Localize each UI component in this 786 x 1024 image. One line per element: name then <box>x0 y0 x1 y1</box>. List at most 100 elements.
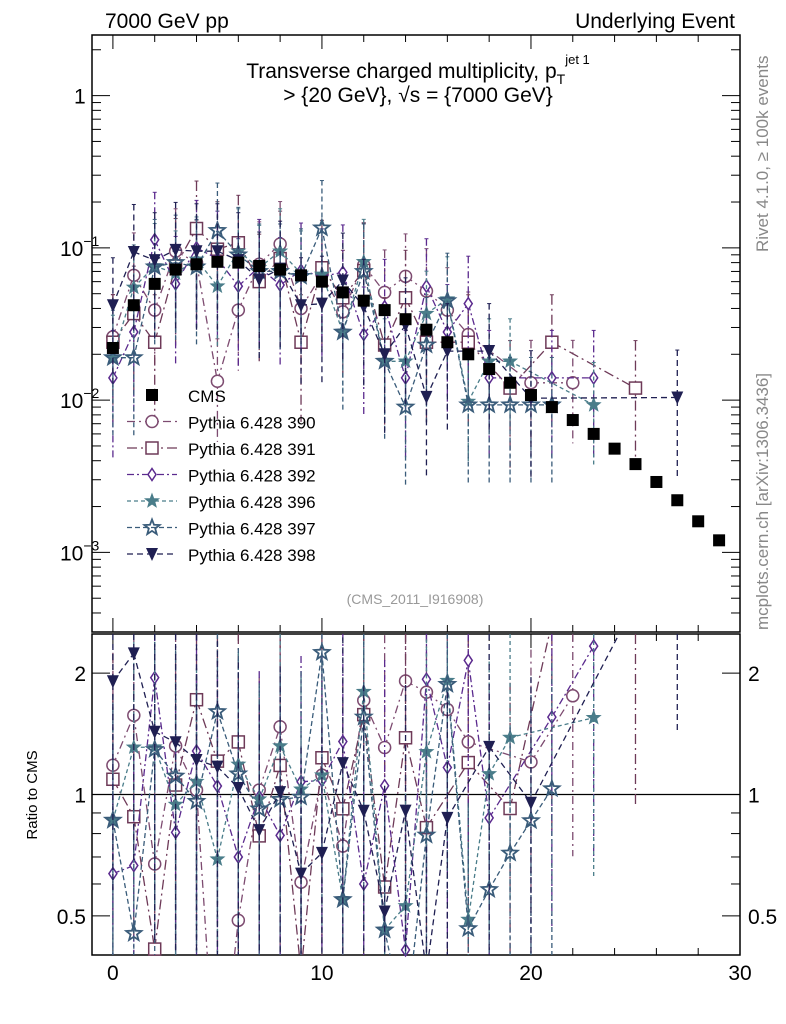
data-point <box>123 347 144 367</box>
data-point <box>311 217 332 237</box>
ratio-data-point <box>311 641 332 661</box>
ratio-series-line <box>551 645 595 718</box>
data-point <box>587 427 600 440</box>
ratio-series-line <box>383 680 407 748</box>
series-line <box>175 249 197 252</box>
rivet-label: Rivet 4.1.0, ≥ 100k events <box>753 56 772 252</box>
data-point <box>211 245 224 259</box>
data-point <box>295 299 308 313</box>
ratio-y-tick-label: 0.5 <box>57 906 86 929</box>
ratio-series-line <box>321 741 344 781</box>
x-tick-label: 30 <box>728 962 751 985</box>
ratio-series-line <box>258 726 281 791</box>
ratio-data-point <box>144 738 165 758</box>
ratio-series-line <box>404 810 425 956</box>
ratio-series-line <box>530 633 620 804</box>
ratio-series-line <box>237 773 260 810</box>
ratio-series-line <box>509 633 550 809</box>
title-rest: > {20 GeV}, √s = {7000 GeV} <box>283 84 553 107</box>
data-point <box>169 263 182 276</box>
ratio-series-line <box>258 765 281 837</box>
series-line <box>300 303 322 306</box>
y-tick-label: 10−2 <box>60 385 100 413</box>
ratio-data-point <box>479 878 500 899</box>
legend-item: Pythia 6.428 398 <box>127 546 316 565</box>
series-line <box>279 250 302 274</box>
series-line <box>509 360 595 406</box>
ratio-series-398 <box>106 633 678 956</box>
legend-label: Pythia 6.428 397 <box>188 520 316 539</box>
series-line <box>363 306 386 355</box>
ratio-series-line <box>237 796 260 858</box>
data-point <box>463 296 474 312</box>
series-line <box>342 280 365 308</box>
data-point <box>399 313 412 326</box>
ratio-data-point <box>315 846 328 860</box>
series-line <box>446 303 469 333</box>
data-point <box>144 256 165 276</box>
ratio-data-point <box>378 905 391 919</box>
series-line <box>467 333 532 384</box>
analysis-id: (CMS_2011_I916908) <box>347 591 484 607</box>
ratio-y-tick-label: 1 <box>74 785 86 808</box>
data-point <box>458 394 479 414</box>
legend-item: Pythia 6.428 396 <box>127 492 316 512</box>
y-tick-exponent: −1 <box>83 233 99 249</box>
legend-marker <box>146 389 158 401</box>
ratio-series-line <box>425 679 449 768</box>
series-line <box>404 344 428 408</box>
data-point <box>106 299 119 313</box>
ratio-series-line <box>112 747 135 821</box>
data-point <box>336 286 349 299</box>
data-point <box>336 274 349 288</box>
ratio-data-point <box>102 809 123 829</box>
ratio-series-line <box>363 691 386 930</box>
series-line <box>488 350 532 399</box>
ratio-data-point <box>295 867 308 881</box>
ratio-series-line <box>383 737 407 888</box>
ratio-series-line <box>279 726 302 883</box>
series-392 <box>108 191 599 458</box>
ratio-series-line <box>279 765 300 956</box>
series-line <box>446 300 469 406</box>
series-line <box>216 230 239 256</box>
data-point <box>420 323 433 336</box>
ratio-series-line <box>154 746 177 805</box>
ratio-series-line <box>363 700 386 748</box>
ratio-series-line <box>342 700 365 847</box>
y-tick-exponent: −3 <box>83 537 99 553</box>
data-point <box>190 245 203 259</box>
ratio-series-line <box>363 785 386 885</box>
series-line <box>342 271 365 333</box>
legend-item: Pythia 6.428 392 <box>127 467 316 486</box>
series-line <box>404 313 428 362</box>
data-point <box>520 394 542 414</box>
ratio-series-line <box>279 745 302 790</box>
y-tick-base: 10 <box>60 542 83 565</box>
ratio-y-tick-label-right: 0.5 <box>748 906 777 929</box>
ratio-series-line <box>300 652 323 798</box>
ratio-data-point <box>500 842 521 862</box>
ratio-data-point <box>270 788 291 808</box>
ratio-series-line <box>196 759 218 768</box>
ratio-data-point <box>566 689 580 703</box>
ratio-series-line <box>488 746 532 804</box>
series-line <box>404 286 428 379</box>
ratio-series-line <box>446 684 469 929</box>
data-point <box>566 414 579 427</box>
legend-label: Pythia 6.428 398 <box>188 546 316 565</box>
data-point <box>315 275 328 288</box>
y-tick-base: 10 <box>60 238 83 261</box>
ratio-series-line <box>404 737 428 828</box>
ratio-series-line <box>321 652 344 900</box>
ratio-series-line <box>195 711 219 802</box>
ratio-series-line <box>174 699 198 786</box>
series-397 <box>102 180 562 487</box>
series-line <box>363 306 386 335</box>
series-line <box>425 285 448 333</box>
series-line <box>300 227 323 277</box>
ratio-series-line <box>174 750 198 833</box>
ratio-series-line <box>446 746 490 819</box>
ratio-data-point <box>541 778 562 798</box>
ratio-series-line <box>384 905 406 931</box>
